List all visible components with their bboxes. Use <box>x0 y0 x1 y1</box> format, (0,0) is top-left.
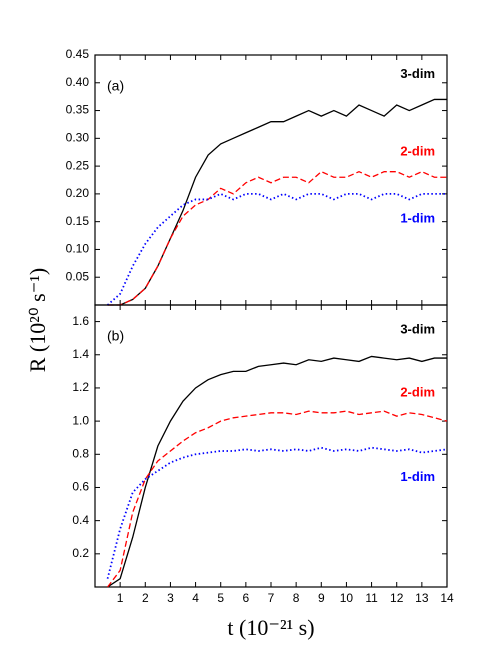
y-tick-label: 0.40 <box>66 75 90 89</box>
x-tick-label: 8 <box>293 591 300 605</box>
x-tick-label: 3 <box>167 591 174 605</box>
x-tick-label: 12 <box>390 591 404 605</box>
y-tick-label: 0.10 <box>66 242 90 256</box>
x-axis-label: t (10⁻²¹ s) <box>227 615 314 640</box>
x-tick-label: 13 <box>415 591 429 605</box>
legend-label: 2-dim <box>400 384 435 399</box>
y-tick-label: 0.6 <box>72 480 89 494</box>
series-line <box>106 192 447 306</box>
y-tick-label: 1.0 <box>72 413 89 427</box>
series-line <box>107 170 447 306</box>
x-tick-label: 9 <box>318 591 325 605</box>
x-tick-label: 5 <box>217 591 224 605</box>
y-tick-label: 0.2 <box>72 546 89 560</box>
x-tick-label: 7 <box>268 591 275 605</box>
x-tick-label: 10 <box>340 591 354 605</box>
series-line <box>107 410 448 588</box>
x-tick-label: 1 <box>117 591 124 605</box>
legend-label: 3-dim <box>400 321 435 336</box>
panel-label: (a) <box>107 78 124 94</box>
series-line <box>107 98 447 306</box>
y-tick-label: 0.4 <box>72 513 89 527</box>
legend-label: 2-dim <box>400 144 435 159</box>
x-tick-label: 6 <box>243 591 250 605</box>
panel-label: (b) <box>107 328 124 344</box>
legend-label: 1-dim <box>400 469 435 484</box>
y-tick-label: 0.35 <box>66 103 90 117</box>
plot-frame <box>94 304 448 588</box>
x-tick-label: 11 <box>365 591 378 605</box>
y-tick-label: 0.25 <box>66 158 90 172</box>
y-tick-label: 1.2 <box>72 380 89 394</box>
y-tick-label: 1.6 <box>72 314 89 328</box>
series-line <box>106 446 448 579</box>
y-tick-label: 0.05 <box>66 269 90 283</box>
series-line <box>107 355 447 588</box>
legend-label: 3-dim <box>400 66 435 81</box>
plot-frame <box>94 54 448 306</box>
x-tick-label: 2 <box>142 591 149 605</box>
legend-label: 1-dim <box>400 210 435 225</box>
y-tick-label: 0.15 <box>66 214 90 228</box>
y-tick-label: 0.45 <box>66 47 90 61</box>
x-tick-label: 14 <box>440 591 454 605</box>
y-tick-label: 1.4 <box>72 347 89 361</box>
y-tick-label: 0.20 <box>66 186 90 200</box>
y-axis-label: R (10²⁰ s⁻¹) <box>25 268 50 373</box>
y-tick-label: 0.30 <box>66 131 90 145</box>
y-tick-label: 0.8 <box>72 446 89 460</box>
x-tick-label: 4 <box>192 591 199 605</box>
